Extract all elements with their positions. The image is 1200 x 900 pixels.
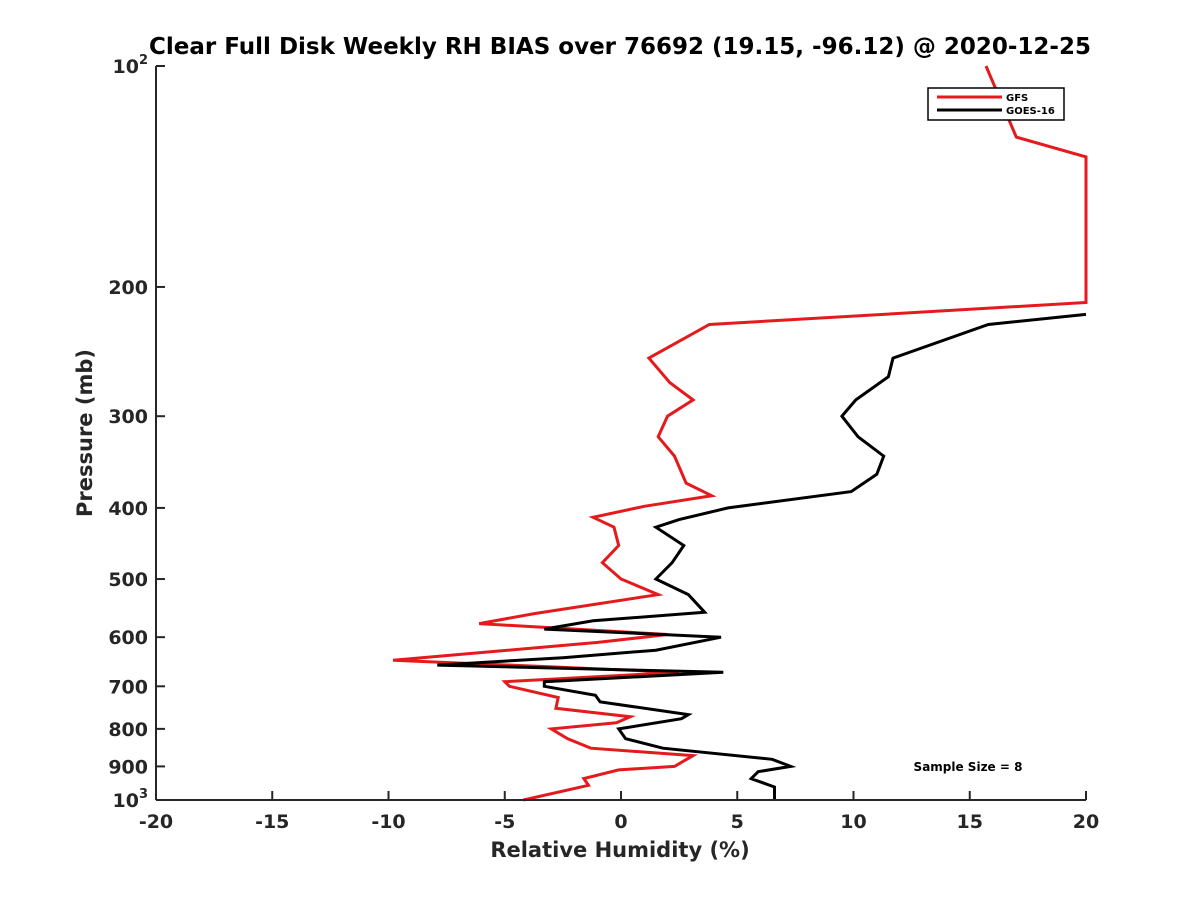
x-tick-label: -10 [371,811,405,833]
x-tick-label: 15 [957,811,983,833]
y-tick-label: 600 [108,627,148,649]
series-line-gfs [392,65,1088,802]
y-tick-label: 400 [108,498,148,520]
x-tick-label: 20 [1073,811,1099,833]
y-tick-label: 700 [108,676,148,698]
y-tick-label: 103 [113,787,149,812]
x-tick-label: -5 [494,811,515,833]
y-tick-label: 102 [113,53,149,78]
series-line-goes16 [437,312,1087,800]
y-tick-label: 500 [108,569,148,591]
y-tick-label: 300 [108,406,148,428]
sample-size-annotation: Sample Size = 8 [914,760,1023,774]
y-tick-label: 800 [108,719,148,741]
axes-group: -20 -15 -10 -5 0 5 10 15 20 102 200 300 400 500 600 700… [108,53,1099,833]
chart-title: Clear Full Disk Weekly RH BIAS over 7669… [149,34,1091,60]
x-axis-label: Relative Humidity (%) [490,838,749,862]
plot-series-group [392,65,1088,802]
y-axis-label: Pressure (mb) [73,349,97,517]
legend-box [927,87,1065,121]
legend-label-gfs: GFS [1006,93,1028,104]
y-tick-label: 200 [108,277,148,299]
x-tick-label: 5 [731,811,744,833]
x-tick-label: -20 [139,811,173,833]
legend-label-goes16: GOES-16 [1006,106,1055,117]
x-tick-label: -15 [255,811,289,833]
x-tick-label: 0 [614,811,627,833]
y-tick-label: 900 [108,756,148,778]
x-tick-label: 10 [840,811,866,833]
legend: GFS GOES-16 [927,87,1065,121]
